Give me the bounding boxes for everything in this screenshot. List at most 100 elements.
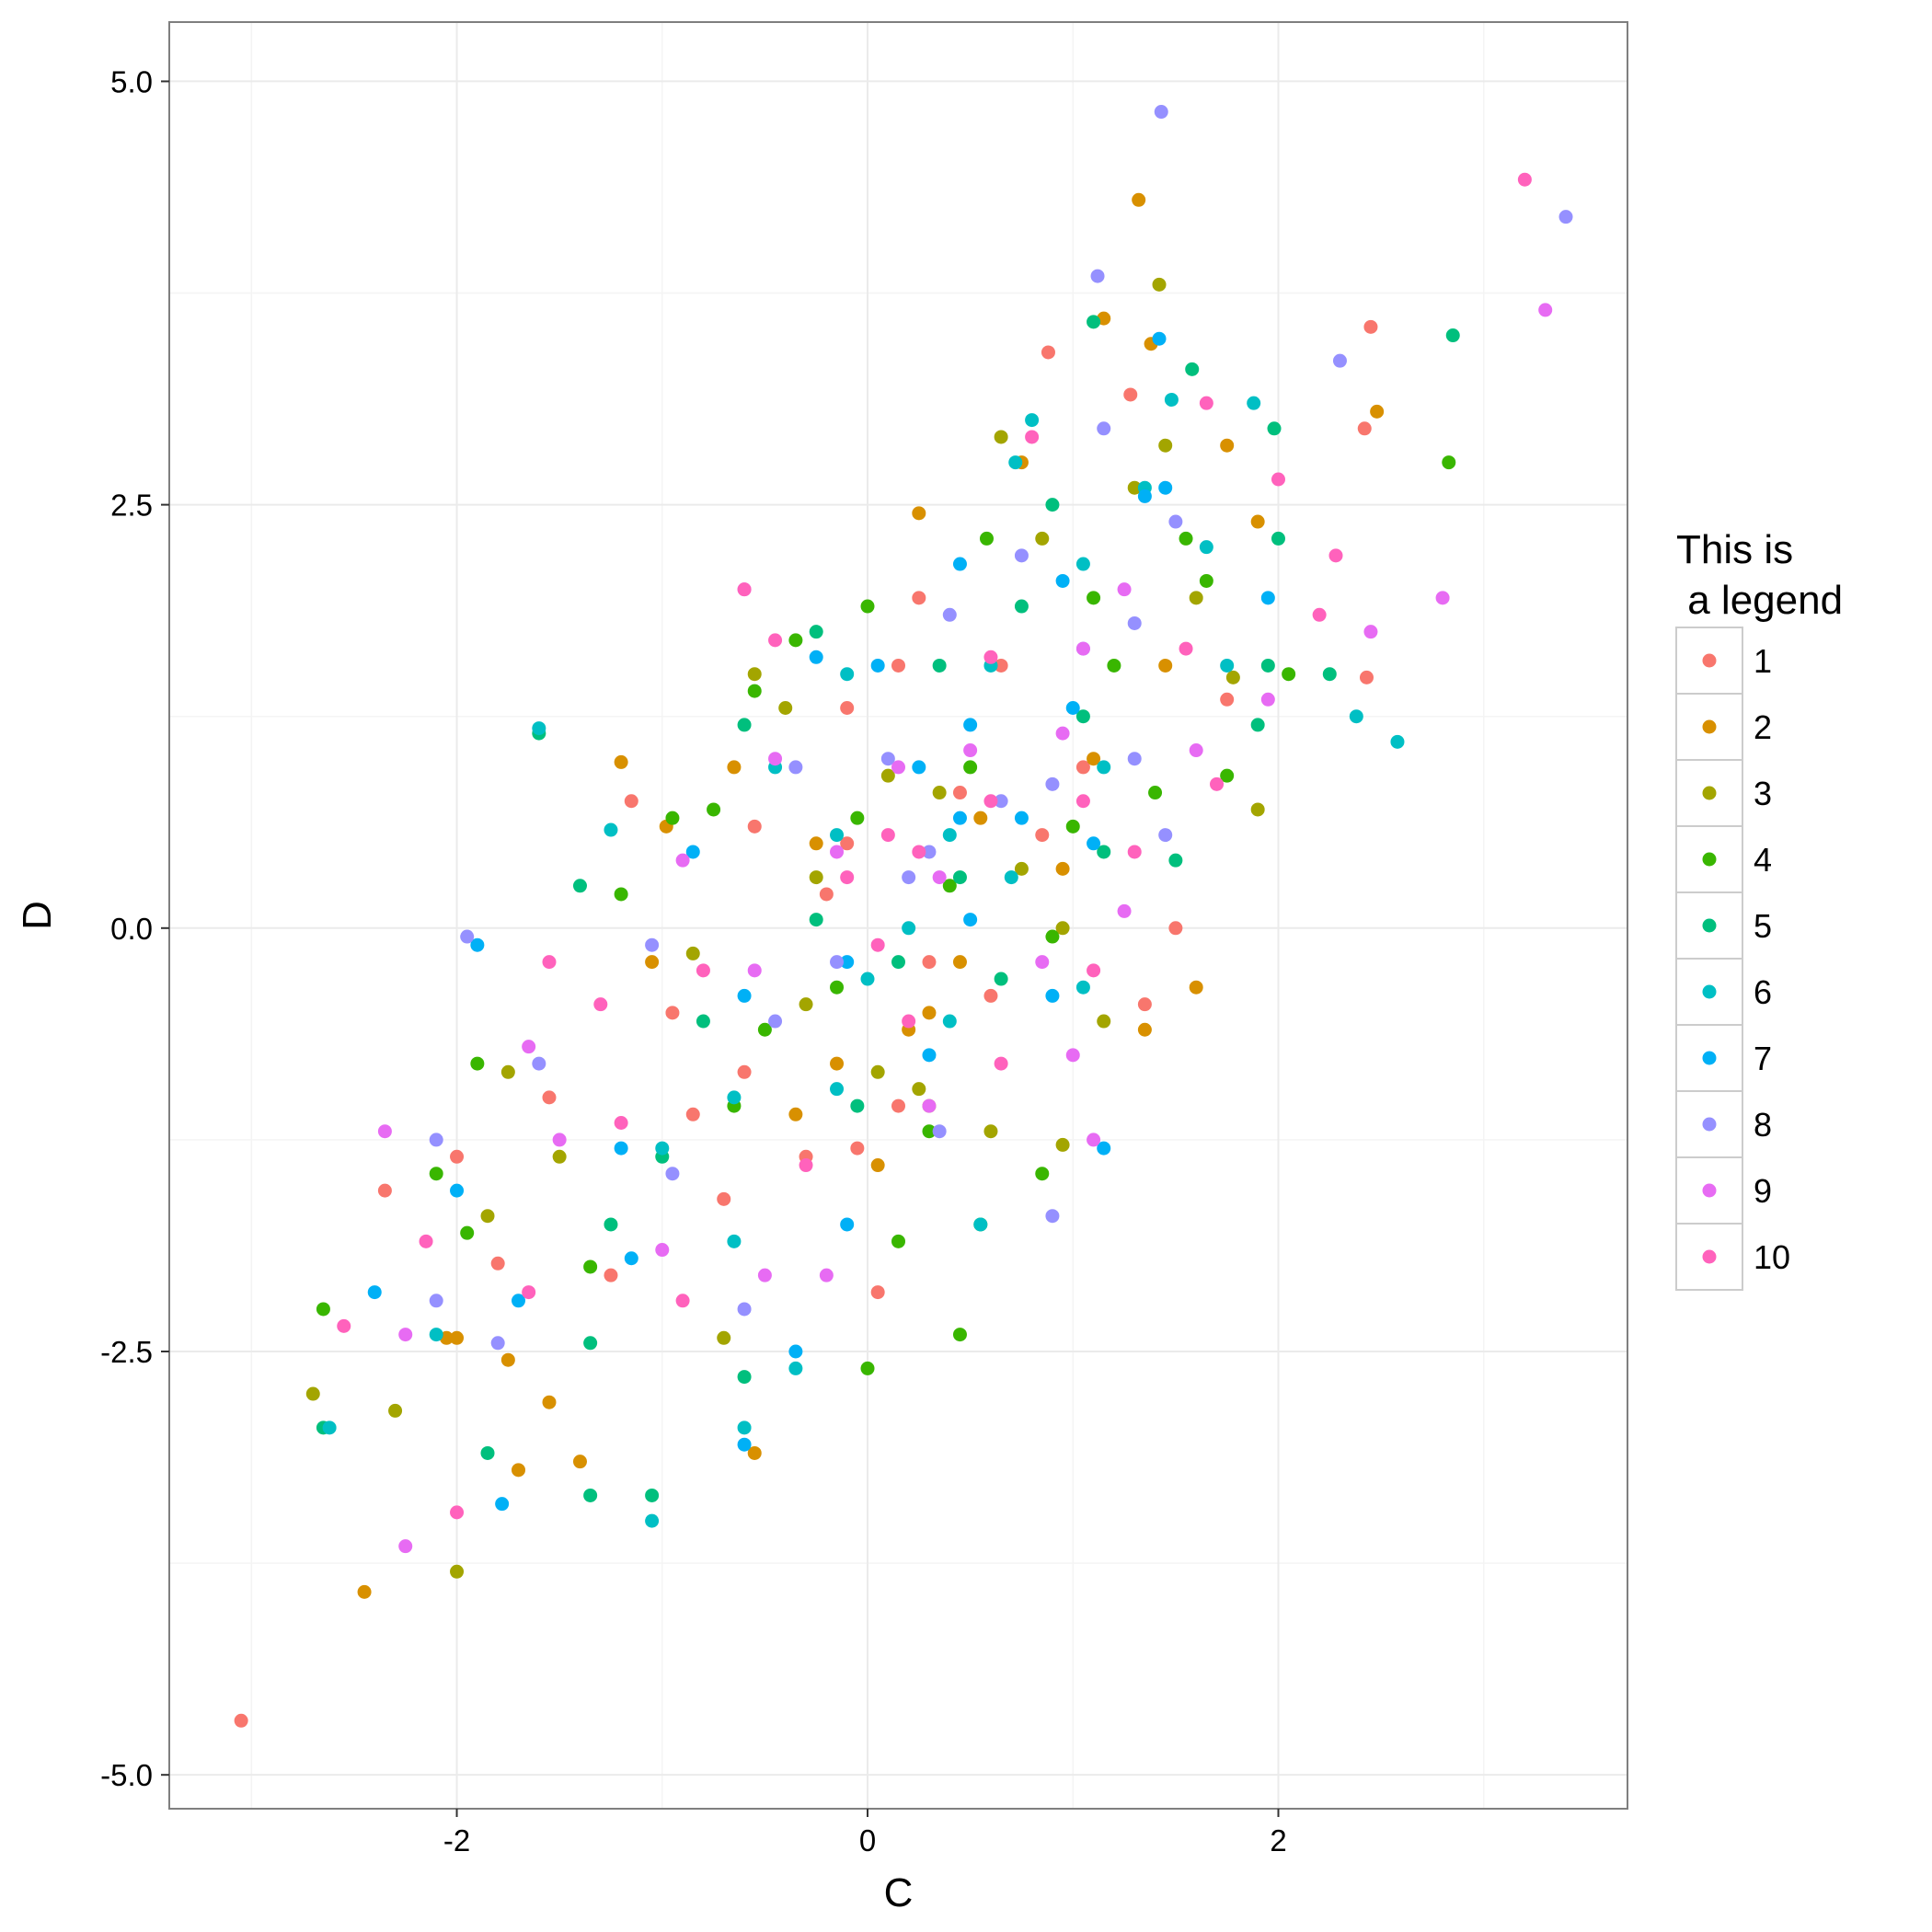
data-point-group-1 xyxy=(994,658,1008,673)
legend-title-line-1: This is xyxy=(1676,527,1793,572)
plot-panel-border xyxy=(168,21,1628,1810)
data-point-group-2 xyxy=(1158,658,1173,673)
data-point-group-1 xyxy=(377,1183,392,1198)
x-tick-label: 2 xyxy=(1270,1823,1286,1857)
data-point-group-6 xyxy=(840,667,855,682)
data-point-group-9 xyxy=(1189,743,1203,758)
data-point-group-1 xyxy=(870,1285,885,1300)
data-point-group-3 xyxy=(1055,921,1070,936)
data-point-group-3 xyxy=(932,786,947,800)
data-point-group-2 xyxy=(747,1445,762,1460)
data-point-group-1 xyxy=(1363,319,1378,334)
data-point-group-6 xyxy=(645,1513,660,1528)
data-point-group-2 xyxy=(645,955,660,970)
data-point-group-8 xyxy=(532,1056,546,1071)
data-point-group-5 xyxy=(604,1217,618,1232)
data-point-group-6 xyxy=(1004,870,1018,885)
data-point-group-4 xyxy=(460,1225,475,1240)
legend-key-dot xyxy=(1702,852,1717,867)
data-point-group-10 xyxy=(880,828,895,843)
data-point-group-10 xyxy=(450,1505,465,1520)
data-point-group-3 xyxy=(685,946,700,960)
data-point-group-10 xyxy=(1025,430,1040,444)
data-point-group-4 xyxy=(952,1328,967,1342)
data-point-group-10 xyxy=(1199,396,1213,410)
legend-key-dot xyxy=(1702,786,1717,800)
data-point-group-3 xyxy=(388,1403,403,1418)
data-point-group-6 xyxy=(1164,392,1179,407)
y-tick-label: 5.0 xyxy=(110,64,153,98)
data-point-group-9 xyxy=(1260,692,1275,707)
data-point-group-3 xyxy=(1097,1014,1111,1029)
data-point-group-5 xyxy=(809,913,823,927)
data-point-group-3 xyxy=(480,1209,495,1224)
data-point-group-5 xyxy=(1250,718,1265,732)
data-point-group-10 xyxy=(870,937,885,952)
data-point-group-10 xyxy=(614,1115,628,1130)
data-point-group-9 xyxy=(675,853,690,868)
data-point-group-9 xyxy=(522,1040,536,1054)
data-point-group-9 xyxy=(552,1133,567,1147)
x-axis-ticks: -2 0 2 xyxy=(443,1809,1287,1857)
data-point-group-2 xyxy=(1137,1022,1152,1037)
data-point-group-2 xyxy=(614,754,628,769)
data-point-group-2 xyxy=(870,1158,885,1173)
data-point-group-1 xyxy=(912,591,926,605)
data-point-group-6 xyxy=(1008,455,1023,470)
data-point-group-7 xyxy=(952,557,967,571)
legend-title-line-2: a legend xyxy=(1676,578,1843,623)
data-point-group-2 xyxy=(830,1056,845,1071)
major-gridlines xyxy=(169,22,1627,1809)
y-tick-label: -2.5 xyxy=(100,1335,153,1369)
minor-gridlines xyxy=(169,22,1627,1809)
data-point-group-7 xyxy=(922,1048,937,1063)
data-point-group-5 xyxy=(1075,709,1090,724)
data-point-group-4 xyxy=(1045,929,1060,944)
data-point-group-9 xyxy=(891,760,905,775)
data-point-group-6 xyxy=(1247,396,1261,410)
x-tick-label: -2 xyxy=(443,1823,470,1857)
data-point-group-3 xyxy=(1014,861,1029,876)
data-point-group-4 xyxy=(429,1167,443,1181)
data-point-group-8 xyxy=(1045,1209,1060,1224)
data-point-group-7 xyxy=(1087,836,1101,851)
data-point-group-2 xyxy=(1370,404,1385,419)
data-point-group-4 xyxy=(1107,658,1121,673)
data-point-group-10 xyxy=(593,997,608,1012)
data-point-group-2 xyxy=(973,811,988,825)
data-point-group-4 xyxy=(860,599,875,614)
data-point-group-8 xyxy=(429,1294,443,1308)
data-point-group-8 xyxy=(1045,776,1060,791)
data-point-group-3 xyxy=(994,430,1008,444)
legend-key-dot xyxy=(1702,653,1717,668)
data-point-group-10 xyxy=(1087,963,1101,978)
data-point-group-10 xyxy=(983,794,998,809)
data-point-group-4 xyxy=(788,633,803,648)
data-point-group-5 xyxy=(1097,845,1111,859)
data-point-group-2 xyxy=(727,760,742,775)
legend-label: 7 xyxy=(1754,1040,1772,1077)
legend-label: 8 xyxy=(1754,1106,1772,1144)
data-point-group-4 xyxy=(316,1302,330,1317)
data-point-group-8 xyxy=(1014,548,1029,563)
data-point-group-9 xyxy=(819,1268,834,1282)
data-point-group-1 xyxy=(685,1107,700,1121)
data-point-group-10 xyxy=(1271,472,1285,487)
data-point-group-8 xyxy=(880,752,895,766)
data-point-group-7 xyxy=(470,937,485,952)
data-point-group-9 xyxy=(932,870,947,885)
data-point-group-10 xyxy=(994,1056,1008,1071)
data-point-group-6 xyxy=(1097,760,1111,775)
data-point-group-3 xyxy=(552,1149,567,1164)
data-point-group-6 xyxy=(788,1361,803,1375)
data-point-group-10 xyxy=(337,1318,351,1333)
data-point-group-6 xyxy=(655,1141,670,1156)
data-point-group-4 xyxy=(942,879,957,893)
data-point-group-9 xyxy=(398,1328,413,1342)
data-point-group-4 xyxy=(963,760,978,775)
data-point-group-6 xyxy=(1349,709,1363,724)
data-point-group-8 xyxy=(942,607,957,622)
data-point-group-10 xyxy=(737,582,752,597)
data-point-group-7 xyxy=(1158,480,1173,495)
x-tick-label: 0 xyxy=(859,1823,876,1857)
